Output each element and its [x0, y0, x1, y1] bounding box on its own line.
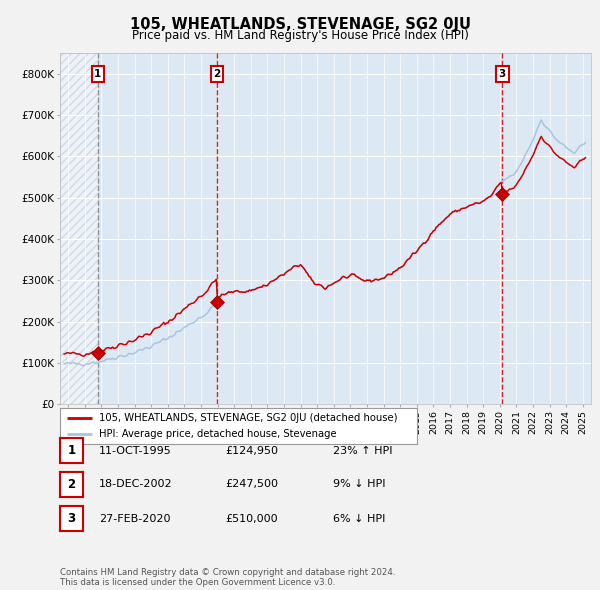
Text: 9% ↓ HPI: 9% ↓ HPI: [333, 480, 386, 489]
Text: Price paid vs. HM Land Registry's House Price Index (HPI): Price paid vs. HM Land Registry's House …: [131, 30, 469, 42]
Text: 11-OCT-1995: 11-OCT-1995: [99, 446, 172, 455]
Text: 105, WHEATLANDS, STEVENAGE, SG2 0JU: 105, WHEATLANDS, STEVENAGE, SG2 0JU: [130, 17, 470, 31]
Text: 105, WHEATLANDS, STEVENAGE, SG2 0JU (detached house): 105, WHEATLANDS, STEVENAGE, SG2 0JU (det…: [99, 413, 398, 423]
Text: 18-DEC-2002: 18-DEC-2002: [99, 480, 173, 489]
Text: 2: 2: [214, 69, 221, 79]
Text: Contains HM Land Registry data © Crown copyright and database right 2024.
This d: Contains HM Land Registry data © Crown c…: [60, 568, 395, 587]
Text: 1: 1: [67, 444, 76, 457]
Text: 23% ↑ HPI: 23% ↑ HPI: [333, 446, 392, 455]
Text: HPI: Average price, detached house, Stevenage: HPI: Average price, detached house, Stev…: [99, 429, 337, 439]
Bar: [60, 53, 98, 404]
Text: 6% ↓ HPI: 6% ↓ HPI: [333, 514, 385, 523]
Text: £510,000: £510,000: [225, 514, 278, 523]
Text: 1: 1: [94, 69, 101, 79]
Text: 2: 2: [67, 478, 76, 491]
Text: 27-FEB-2020: 27-FEB-2020: [99, 514, 170, 523]
Text: £247,500: £247,500: [225, 480, 278, 489]
Text: £124,950: £124,950: [225, 446, 278, 455]
Text: 3: 3: [67, 512, 76, 525]
Text: 3: 3: [499, 69, 506, 79]
